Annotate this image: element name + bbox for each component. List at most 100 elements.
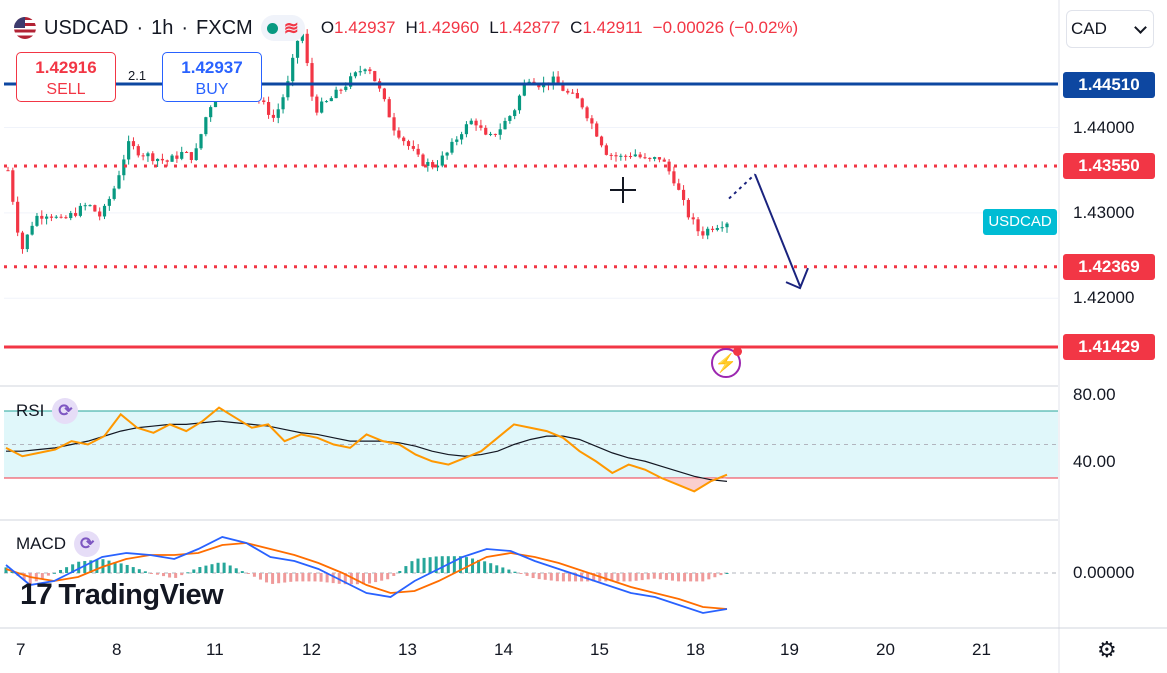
macd-histogram-bar	[271, 573, 275, 584]
candle-body	[522, 82, 526, 96]
candle-body	[561, 84, 565, 91]
macd-histogram-bar	[143, 571, 147, 573]
macd-histogram-bar	[289, 573, 293, 582]
candle-body	[213, 98, 218, 108]
candle-body	[672, 171, 676, 184]
macd-histogram-bar	[483, 561, 487, 573]
candle-body	[517, 95, 522, 111]
macd-histogram-bar	[695, 573, 699, 582]
tradingview-logo[interactable]: 17 TradingView	[20, 578, 224, 612]
rsi-label: RSI	[16, 401, 45, 420]
macd-histogram-bar	[464, 557, 468, 573]
candle-body	[112, 188, 116, 199]
level-label-resistance: 1.44510	[1063, 72, 1155, 98]
candle-body	[295, 40, 300, 58]
candle-body	[464, 124, 469, 135]
rsi-legend[interactable]: RSI ⟳	[16, 398, 79, 424]
price-tick: 1.43000	[1073, 203, 1135, 222]
logo-text: TradingView	[58, 578, 224, 611]
macd-histogram-bar	[246, 573, 250, 574]
currency-select[interactable]: CAD	[1066, 10, 1154, 48]
candle-body	[435, 165, 440, 168]
candle-body	[136, 146, 140, 156]
candle-body	[69, 213, 73, 219]
macd-histogram-bar	[107, 560, 111, 573]
macd-histogram-bar	[265, 573, 269, 583]
sell-button[interactable]: 1.42916 SELL	[16, 52, 116, 102]
candle-body	[580, 98, 584, 108]
macd-histogram-bar	[416, 558, 420, 573]
symbol-name[interactable]: USDCAD	[44, 16, 129, 39]
macd-histogram-bar	[616, 573, 620, 582]
candle-body	[513, 110, 517, 117]
candle-body	[363, 69, 367, 72]
candle-body	[180, 151, 184, 159]
candle-body	[300, 33, 304, 41]
rsi-oversold-fill	[645, 478, 727, 492]
macd-histogram-bar	[28, 573, 32, 585]
candle-body	[194, 148, 198, 161]
macd-histogram-bar	[46, 573, 50, 576]
header-separator-2: ·	[181, 16, 189, 39]
candle-body	[503, 120, 507, 130]
macd-histogram-bar	[59, 569, 63, 573]
macd-histogram-bar	[670, 573, 674, 581]
macd-line	[5, 536, 728, 614]
candle-body	[131, 141, 136, 147]
close-value: 1.42911	[582, 18, 643, 37]
rsi-line	[5, 406, 728, 493]
macd-histogram-bar	[513, 571, 517, 573]
macd-histogram-bar	[452, 556, 456, 573]
lightning-event-icon[interactable]: ⚡	[711, 347, 742, 378]
macd-histogram-bar	[349, 573, 353, 585]
candle-body	[570, 92, 575, 94]
candle-body	[595, 123, 599, 137]
refresh-icon[interactable]: ⟳	[52, 398, 79, 424]
macd-histogram-bar	[664, 573, 668, 580]
candle-body	[160, 158, 165, 161]
macd-histogram-bar	[634, 573, 638, 581]
macd-histogram-bar	[325, 573, 329, 583]
level-label-lower-dotted: 1.42369	[1063, 254, 1155, 280]
candle-body	[35, 215, 39, 226]
candle-body	[204, 117, 208, 135]
candle-body	[276, 109, 280, 118]
candle-body	[88, 205, 92, 207]
market-status-pill[interactable]: ≋	[260, 15, 305, 41]
candle-body	[701, 231, 705, 236]
interval-label[interactable]: 1h	[151, 16, 174, 39]
buy-button[interactable]: 1.42937 BUY	[162, 52, 262, 102]
candle-body	[392, 117, 396, 131]
candle-body	[628, 156, 633, 158]
candle-body	[455, 139, 459, 142]
candle-body	[431, 162, 435, 168]
open-label: O	[320, 18, 335, 37]
settings-gear-icon[interactable]: ⚙	[1097, 637, 1117, 662]
macd-histogram-bar	[343, 573, 347, 585]
macd-histogram-bar	[525, 573, 529, 576]
candle-body	[681, 189, 686, 200]
candle-body	[127, 141, 131, 160]
candle-body	[165, 160, 169, 162]
macd-histogram-bar	[677, 573, 681, 582]
candle-body	[498, 129, 502, 135]
refresh-icon[interactable]: ⟳	[74, 531, 101, 557]
macd-histogram-bar	[186, 572, 190, 574]
macd-histogram-bar	[162, 573, 166, 577]
candle-body	[590, 118, 594, 124]
macd-histogram-bar	[628, 573, 632, 582]
macd-histogram-bar	[192, 569, 196, 573]
macd-legend[interactable]: MACD ⟳	[16, 531, 101, 557]
candle-body	[527, 81, 531, 83]
macd-histogram-bar	[131, 567, 135, 573]
candle-body	[271, 114, 276, 118]
candle-body	[73, 213, 78, 216]
candle-body	[686, 199, 690, 218]
x-tick: 13	[398, 640, 417, 659]
macd-histogram-bar	[531, 573, 535, 579]
x-tick: 21	[972, 640, 991, 659]
macd-histogram-bar	[549, 573, 553, 581]
high-value: 1.42960	[417, 18, 480, 37]
candle-body	[329, 98, 333, 102]
